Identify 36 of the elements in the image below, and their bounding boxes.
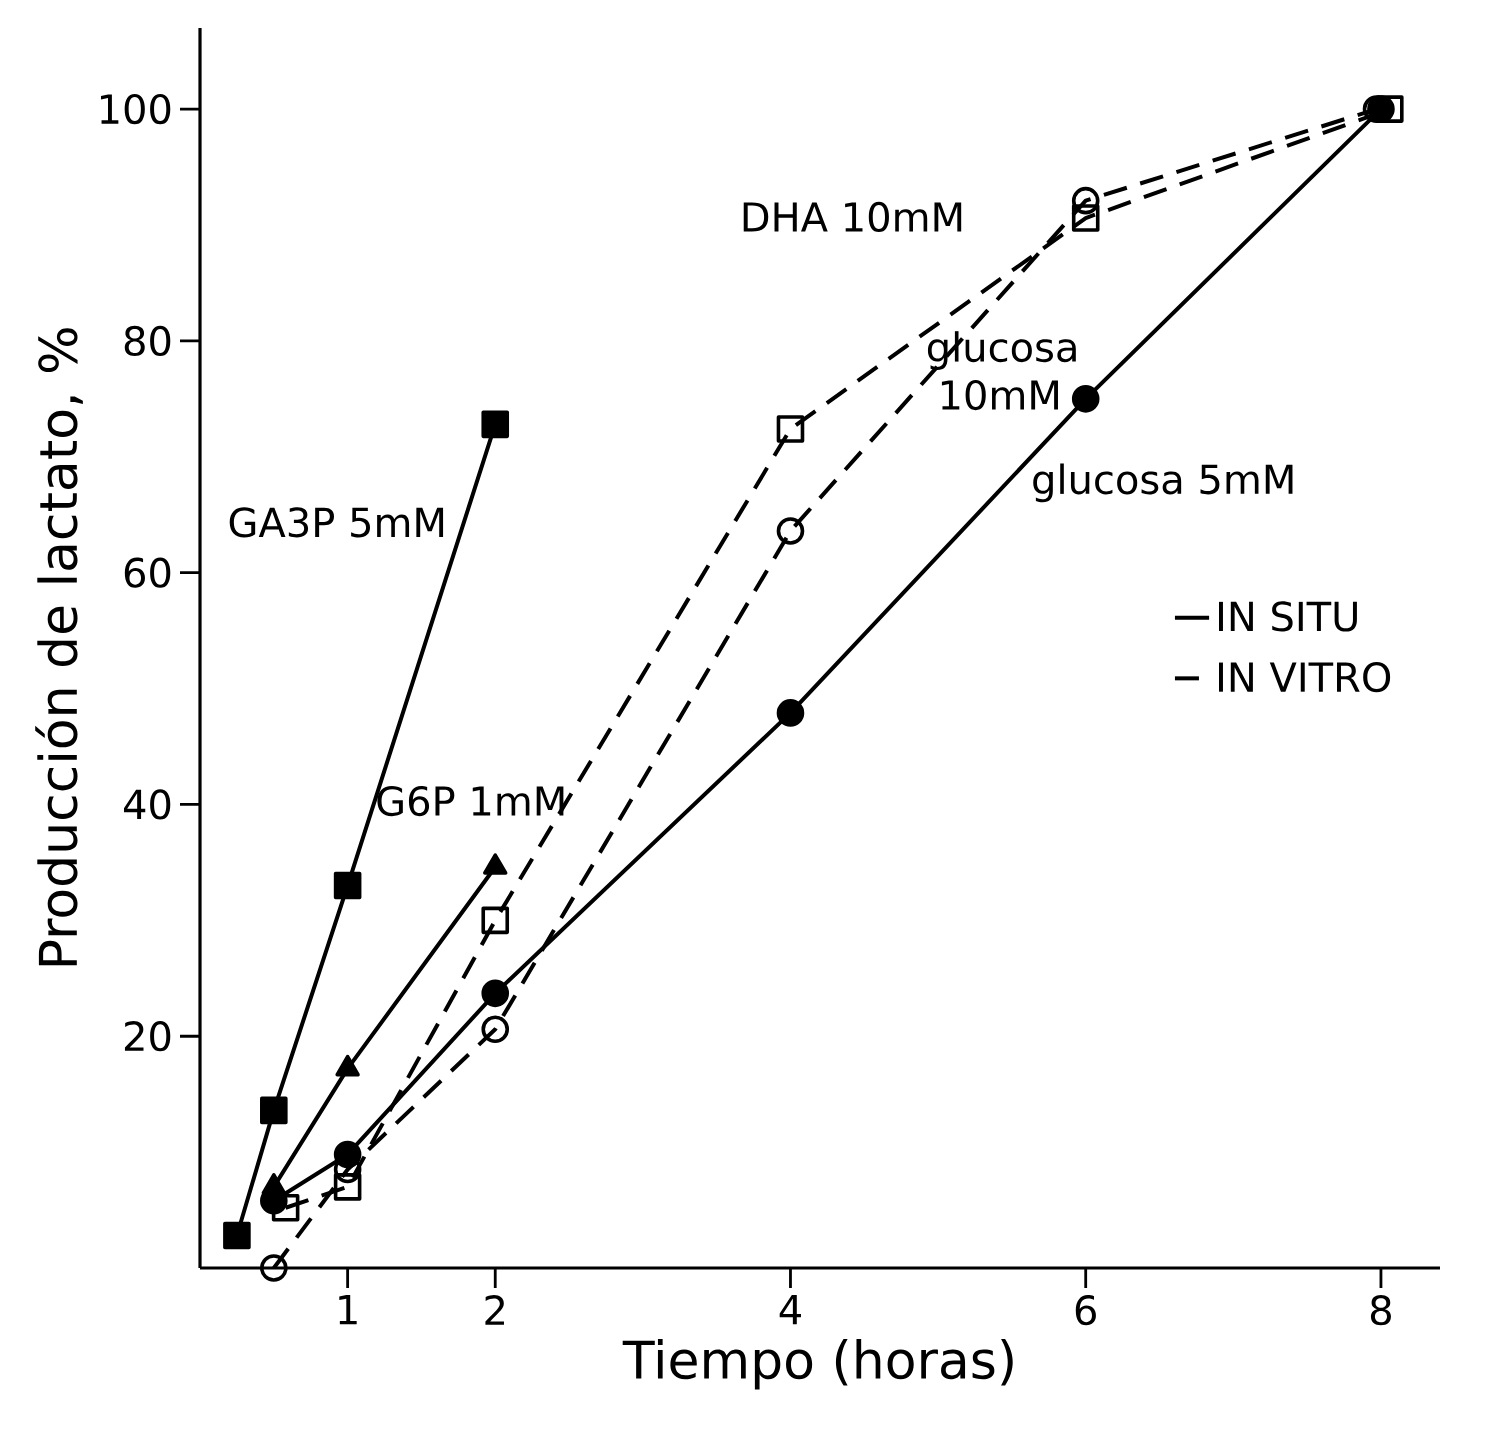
- series-label: glucosa 10mM: [927, 331, 1076, 411]
- x-tick-label: 2: [485, 1295, 504, 1325]
- x-tick-label: 6: [1075, 1295, 1096, 1326]
- y-tick-label: 80: [124, 325, 171, 357]
- point: [1071, 204, 1100, 232]
- point: [481, 1015, 510, 1044]
- point: [481, 410, 510, 439]
- point: [260, 1096, 288, 1125]
- point: [776, 415, 805, 443]
- series-label: DHA 10mM: [743, 201, 962, 233]
- y-axis-title: Producción de lactato, %: [35, 328, 83, 966]
- point: [333, 1173, 362, 1201]
- x-axis-title: Tiempo (horas): [622, 1339, 1013, 1390]
- y-tick-label: 60: [124, 557, 171, 588]
- point: [1376, 95, 1404, 123]
- point: [260, 1254, 288, 1282]
- point: [1071, 385, 1100, 413]
- x-tick-label: 8: [1370, 1295, 1391, 1326]
- point: [333, 871, 362, 900]
- y-tick-label: 100: [100, 94, 171, 125]
- x-tick-label: 1: [339, 1295, 357, 1325]
- point: [776, 699, 805, 727]
- point: [481, 906, 510, 935]
- y-tick-label: 40: [123, 789, 171, 820]
- x-tick-label: 4: [779, 1295, 801, 1325]
- point: [1071, 186, 1100, 215]
- point: [776, 517, 805, 545]
- y-tick-label: 20: [124, 1021, 171, 1052]
- series-label: GA3P 5mM: [229, 507, 444, 538]
- point: [223, 1221, 251, 1250]
- series-label: glucosa 5mM: [1033, 463, 1293, 503]
- point: [271, 1193, 300, 1222]
- point: [481, 979, 510, 1008]
- annotation: IN VITRO: [1219, 662, 1391, 693]
- annotation: IN SITU: [1219, 601, 1357, 632]
- series-label: G6P 1mM: [377, 785, 564, 817]
